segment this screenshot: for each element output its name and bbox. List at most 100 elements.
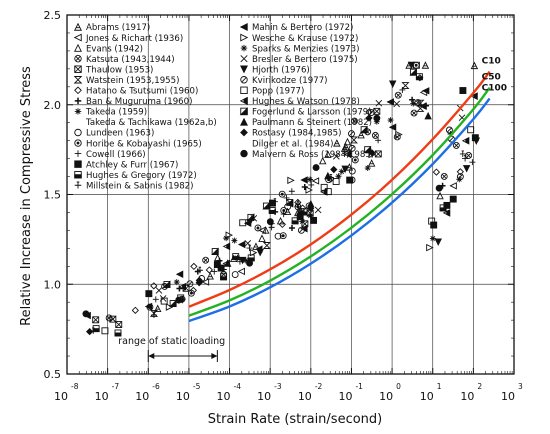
legend-marker-diamond-filled bbox=[240, 128, 248, 137]
data-point bbox=[236, 258, 243, 265]
legend-entry-left: Takeda & Tachikawa (1962a,b) bbox=[85, 118, 217, 128]
legend-marker-asterisk bbox=[240, 44, 248, 52]
legend-entry-left: Lundeen (1963) bbox=[86, 129, 154, 139]
data-point bbox=[294, 198, 302, 207]
curve-label-c100: C100 bbox=[482, 83, 507, 93]
y-tick-label: 2.0 bbox=[44, 99, 62, 112]
data-point bbox=[335, 173, 342, 180]
data-point bbox=[242, 257, 249, 264]
data-point bbox=[470, 92, 478, 100]
x-tick-exponent: -1 bbox=[355, 382, 363, 391]
data-point bbox=[288, 188, 295, 195]
data-point bbox=[373, 114, 381, 122]
data-point bbox=[301, 184, 308, 191]
data-point bbox=[424, 111, 432, 120]
data-point bbox=[314, 206, 322, 214]
data-point bbox=[280, 206, 288, 214]
legend-marker-star bbox=[74, 108, 82, 115]
data-point bbox=[229, 254, 238, 263]
data-point bbox=[90, 327, 97, 334]
legend-entry-right: Hughes & Watson (1978) bbox=[252, 97, 360, 107]
data-point bbox=[278, 220, 286, 229]
data-point bbox=[301, 220, 309, 228]
legend: Abrams (1917)Jones & Richart (1936)Evans… bbox=[73, 22, 374, 191]
data-point bbox=[394, 91, 402, 99]
data-point bbox=[342, 149, 350, 158]
data-point bbox=[399, 86, 406, 93]
data-point bbox=[308, 181, 315, 188]
data-point bbox=[160, 297, 168, 305]
legend-marker-square-open bbox=[240, 86, 248, 95]
static-range-arrow-right bbox=[211, 353, 218, 360]
legend-marker-square-half bbox=[74, 170, 82, 179]
data-point bbox=[152, 296, 159, 303]
legend-entry-left: Millstein & Sabnis (1982) bbox=[86, 181, 194, 191]
data-point bbox=[234, 254, 241, 261]
data-point bbox=[179, 296, 186, 303]
x-tick-exponent: -5 bbox=[193, 382, 201, 391]
legend-entry-left: Hughes & Gregory (1972) bbox=[86, 171, 197, 181]
legend-entry-right: Kvirikodze (1977) bbox=[252, 76, 328, 86]
legend-marker-diamond-open bbox=[74, 86, 82, 95]
data-point bbox=[324, 188, 332, 196]
data-point bbox=[429, 235, 436, 242]
legend-marker-plus-thin bbox=[74, 150, 82, 157]
y-axis-label: Relative Increase in Compressive Stress bbox=[19, 66, 34, 326]
legend-entry-left: Atchley & Furr (1967) bbox=[86, 160, 178, 170]
x-tick-exponent: -3 bbox=[274, 382, 282, 391]
x-tick-label: 10 bbox=[176, 390, 190, 403]
legend-entry-left: Thaulow (1953) bbox=[85, 65, 153, 75]
legend-marker-circle-filled bbox=[240, 149, 248, 158]
x-tick-label: 10 bbox=[257, 390, 271, 403]
x-tick-exponent: -2 bbox=[315, 382, 323, 391]
data-point bbox=[194, 268, 201, 275]
data-point bbox=[131, 306, 139, 314]
data-point bbox=[449, 195, 457, 203]
legend-marker-circle-dot bbox=[74, 139, 82, 147]
data-point bbox=[459, 150, 466, 157]
data-point bbox=[410, 100, 417, 107]
data-point bbox=[422, 102, 429, 109]
axes: 10-810-710-610-510-410-310-210-110010110… bbox=[44, 9, 524, 403]
data-point bbox=[449, 182, 457, 190]
data-point bbox=[269, 199, 276, 207]
data-point bbox=[307, 199, 315, 208]
data-point bbox=[237, 240, 246, 249]
data-point bbox=[426, 243, 434, 252]
curve-c50 bbox=[188, 86, 491, 317]
data-point bbox=[176, 285, 183, 292]
data-point bbox=[374, 150, 382, 158]
data-point bbox=[150, 282, 158, 290]
curve-c100 bbox=[188, 97, 491, 323]
data-point bbox=[442, 209, 451, 217]
legend-marker-circle-open bbox=[74, 128, 82, 137]
data-point bbox=[332, 152, 340, 160]
data-point bbox=[330, 165, 338, 174]
x-tick-label: 10 bbox=[501, 390, 515, 403]
data-point bbox=[333, 139, 341, 147]
data-point bbox=[348, 144, 356, 152]
data-point bbox=[237, 267, 245, 276]
legend-marker-x-circle bbox=[74, 54, 82, 63]
data-point bbox=[388, 80, 397, 89]
data-point bbox=[456, 176, 463, 183]
data-point bbox=[189, 286, 198, 295]
data-point bbox=[239, 219, 247, 227]
data-point bbox=[462, 165, 471, 173]
data-point bbox=[421, 61, 430, 69]
data-point bbox=[187, 289, 195, 297]
scatter-points bbox=[82, 61, 481, 337]
data-point bbox=[261, 226, 270, 234]
data-point bbox=[249, 248, 258, 257]
y-tick-label: 1.0 bbox=[44, 278, 62, 291]
legend-marker-triangle-up-open bbox=[74, 22, 82, 31]
data-point bbox=[262, 201, 270, 210]
data-point bbox=[348, 176, 356, 184]
data-point bbox=[153, 304, 162, 312]
data-point bbox=[258, 226, 266, 235]
data-point bbox=[409, 96, 416, 103]
data-point bbox=[206, 272, 214, 280]
legend-entry-left: Evans (1942) bbox=[86, 44, 143, 54]
x-tick-label: 10 bbox=[298, 390, 312, 403]
data-point bbox=[276, 216, 285, 225]
